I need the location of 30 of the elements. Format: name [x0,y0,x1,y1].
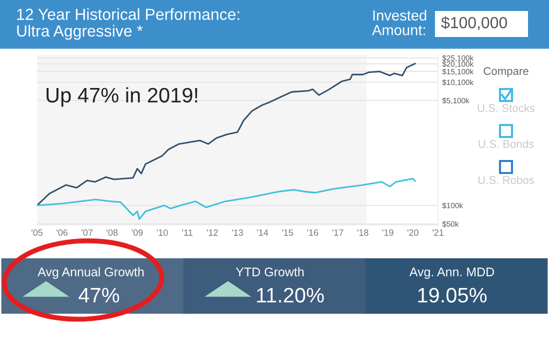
x-tick-label: '09 [132,229,143,236]
x-tick-label: '10 [156,229,168,236]
x-tick-label: '18 [357,229,368,236]
chart-title: 12 Year Historical Performance: Ultra Aggressive * [17,8,240,40]
text: YTD Growth [236,267,304,276]
x-tick-label: '20 [407,229,418,236]
text: 11.20% [257,288,324,303]
x-tick-label: '14 [257,230,268,236]
x-tick-label: '17 [332,230,344,236]
x-tick-label: '21 [432,229,444,236]
line-series [37,62,416,206]
x-tick-label: '13 [232,229,243,236]
text: Invested Amount: [372,10,426,36]
annotation: Up 47% in 2019! [46,87,198,107]
line-series [37,178,416,220]
x-tick-label: '06 [56,229,68,236]
text: Avg Annual Growth [38,267,144,279]
text: 47% [78,288,120,303]
text: Compare [484,67,528,78]
x-tick-label: '16 [307,229,318,236]
text: $100,000 [441,16,507,30]
x-tick-label: '05 [32,229,43,236]
x-tick-label: '12 [206,229,218,236]
x-tick-label: '08 [106,229,118,236]
x-tick-label: '11 [182,230,192,236]
x-tick-label: '19 [382,229,394,236]
text: Avg. Ann. MDD [409,268,494,279]
x-tick-label: '07 [82,229,93,236]
text: 19.05% [418,288,487,303]
x-tick-label: '15 [282,230,294,236]
